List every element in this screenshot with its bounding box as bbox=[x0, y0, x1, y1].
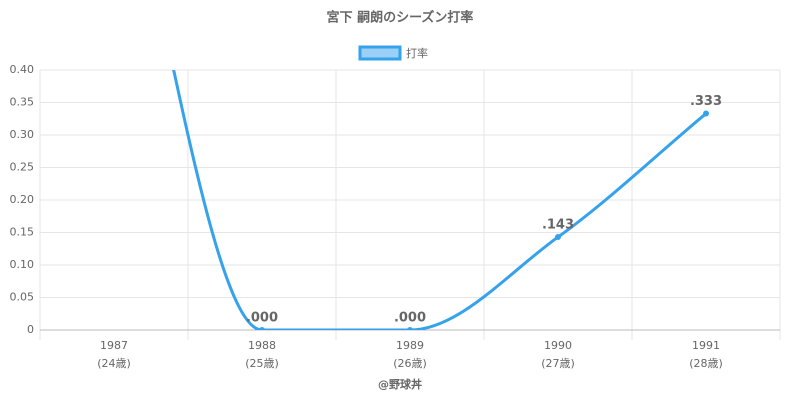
data-point bbox=[703, 110, 709, 117]
legend-swatch bbox=[358, 45, 402, 61]
x-tick-sublabel: (25歳) bbox=[245, 357, 279, 370]
data-label: .000 bbox=[394, 311, 426, 326]
series-line bbox=[172, 70, 707, 330]
plot-area bbox=[172, 70, 709, 330]
x-tick-sublabel: (28歳) bbox=[689, 357, 723, 370]
y-tick-label: 0.20 bbox=[10, 193, 35, 206]
y-tick-label: 0 bbox=[27, 323, 34, 336]
data-label: .333 bbox=[690, 94, 722, 109]
data-label: .000 bbox=[246, 311, 278, 326]
y-tick-label: 0.30 bbox=[10, 128, 35, 141]
data-point bbox=[259, 327, 265, 330]
y-tick-label: 0.10 bbox=[10, 258, 35, 271]
x-tick-label: 1991 bbox=[692, 339, 720, 352]
y-tick-label: 0.40 bbox=[10, 63, 35, 76]
x-tick-sublabel: (27歳) bbox=[541, 357, 575, 370]
y-tick-label: 0.25 bbox=[10, 161, 35, 174]
data-point bbox=[407, 327, 413, 330]
x-tick-sublabel: (26歳) bbox=[393, 357, 427, 370]
y-tick-label: 0.15 bbox=[10, 226, 35, 239]
legend-label: 打率 bbox=[406, 46, 428, 60]
chart-title: 宮下 嗣朗のシーズン打率 bbox=[327, 10, 474, 26]
y-tick-label: 0.05 bbox=[10, 291, 35, 304]
y-tick-label: 0.35 bbox=[10, 96, 35, 109]
data-label: .143 bbox=[542, 218, 574, 233]
credit: @野球丼 bbox=[378, 377, 422, 391]
x-tick-label: 1989 bbox=[396, 339, 424, 352]
x-tick-sublabel: (24歳) bbox=[97, 357, 131, 370]
x-tick-label: 1988 bbox=[248, 339, 276, 352]
data-point bbox=[555, 234, 561, 241]
x-tick-label: 1987 bbox=[100, 339, 128, 352]
x-tick-label: 1990 bbox=[544, 339, 572, 352]
